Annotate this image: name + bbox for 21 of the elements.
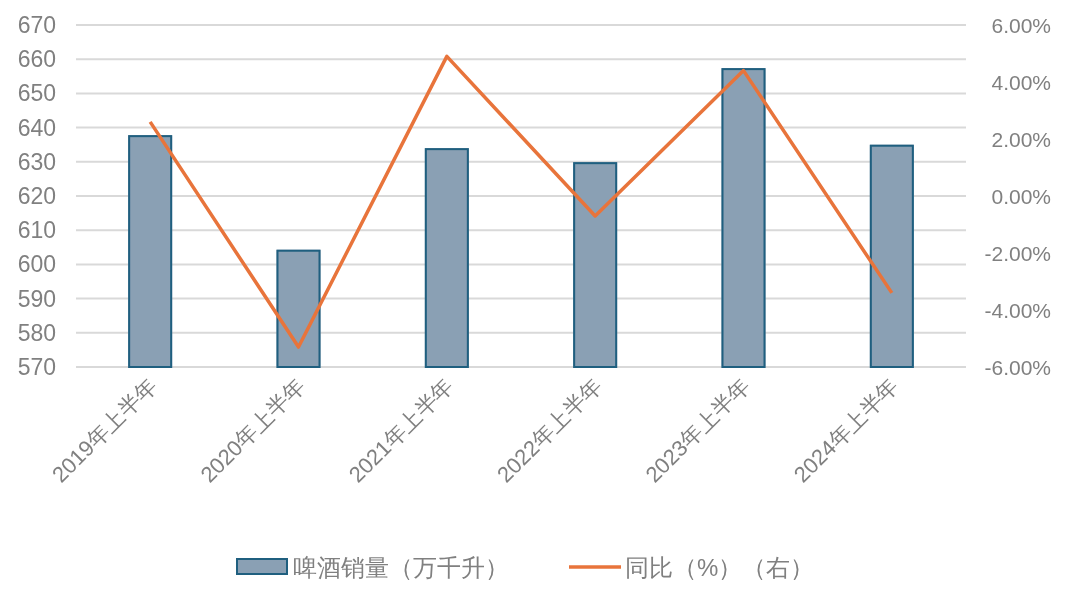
legend-label: 同比（%）（右） (625, 554, 815, 581)
y2-tick-label: 0.00% (991, 185, 1051, 208)
y2-tick-label: -4.00% (984, 299, 1051, 322)
legend-label: 啤酒销量（万千升） (293, 554, 509, 581)
y-tick-label: 650 (17, 80, 56, 107)
y-tick-label: 640 (17, 114, 56, 141)
y2-tick-label: 4.00% (991, 71, 1051, 94)
line-series (148, 54, 894, 349)
y2-tick-label: -6.00% (984, 356, 1051, 379)
y-tick-label: 630 (17, 148, 56, 175)
y-tick-label: 620 (17, 183, 56, 209)
y2-tick-label: -2.00% (984, 242, 1051, 265)
y-tick-label: 600 (17, 251, 56, 278)
y-tick-label: 580 (17, 319, 56, 346)
y2-tick-label: 2.00% (991, 128, 1051, 151)
y2-tick-label: 6.00% (991, 14, 1051, 37)
y-tick-label: 660 (17, 46, 56, 73)
y-tick-label: 590 (17, 285, 56, 312)
y-tick-label: 570 (17, 354, 56, 380)
y-tick-label: 610 (17, 217, 56, 244)
y-tick-label: 670 (17, 12, 56, 38)
